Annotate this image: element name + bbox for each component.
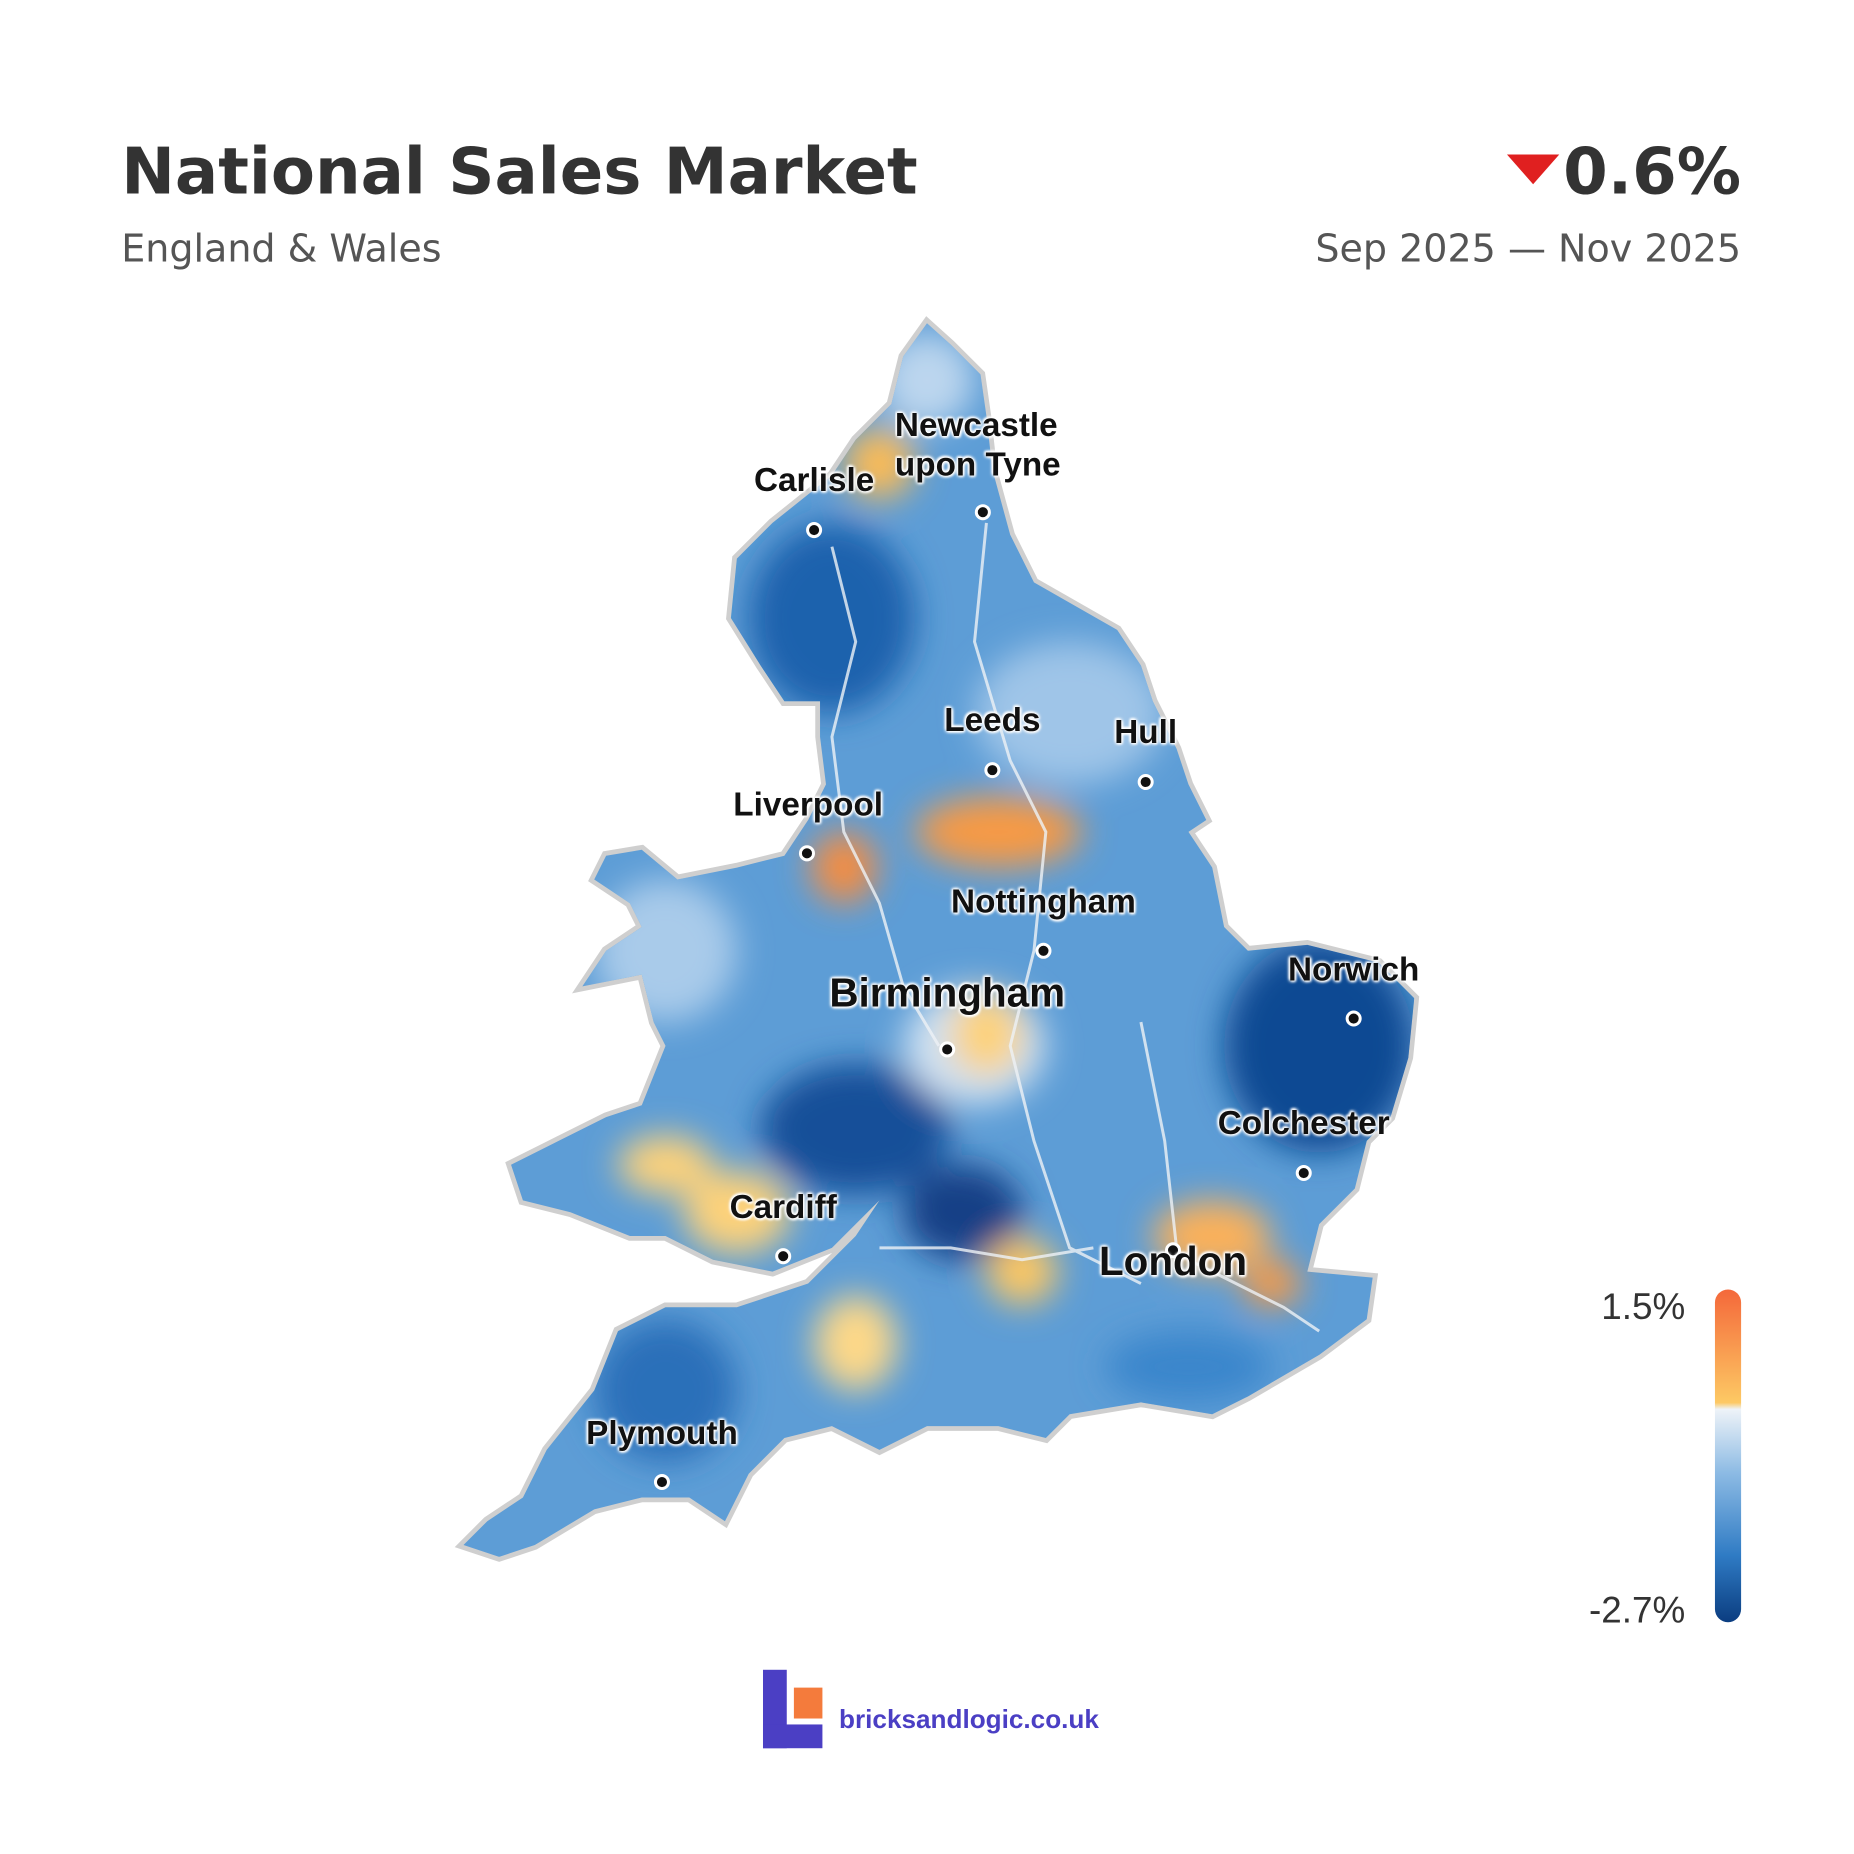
city-dot	[775, 1248, 792, 1265]
city-label: Carlisle	[753, 461, 875, 499]
city-label: Cardiff	[729, 1188, 837, 1226]
city-dot	[984, 762, 1001, 779]
city-label-box: London	[1098, 1239, 1248, 1285]
city-dot	[939, 1041, 956, 1058]
city-label: Colchester	[1217, 1104, 1390, 1142]
city-label-box: Hull	[1114, 713, 1178, 751]
city-label-box: Cardiff	[729, 1188, 837, 1226]
legend-min: -2.7%	[1589, 1589, 1685, 1630]
city-label-box: Plymouth	[586, 1414, 738, 1452]
city-label-box: Colchester	[1217, 1104, 1390, 1142]
period: Sep 2025 — Nov 2025	[1315, 226, 1741, 270]
city-label: Norwich	[1288, 951, 1420, 989]
city-dot	[1345, 1010, 1362, 1027]
logo	[762, 1669, 823, 1749]
city-label-box: Nottingham	[951, 883, 1136, 921]
city-dot	[806, 522, 823, 539]
city-dot	[1295, 1164, 1312, 1182]
city-dot	[1137, 773, 1154, 791]
subtitle: England & Wales	[121, 226, 441, 270]
city-label-box: Norwich	[1288, 951, 1420, 989]
title: National Sales Market	[121, 135, 917, 210]
change-arrow	[1506, 154, 1560, 185]
city-label: Birmingham	[829, 970, 1066, 1016]
city-label-box: Birmingham	[829, 970, 1066, 1016]
city-label: Liverpool	[733, 786, 884, 823]
city-label: Leeds	[944, 701, 1041, 739]
city-dot	[1164, 1242, 1182, 1259]
city-label: Hull	[1114, 713, 1178, 751]
city-dot	[798, 845, 815, 862]
city-label-box: Newcastle upon Tyne	[894, 406, 1061, 483]
brand: bricksandlogic.co.uk	[839, 1704, 1099, 1734]
legend-bar	[1714, 1289, 1742, 1623]
city-label: Nottingham	[951, 883, 1136, 921]
legend-max: 1.5%	[1601, 1286, 1685, 1327]
city-label: Plymouth	[586, 1414, 738, 1452]
city-label-box: Leeds	[944, 701, 1041, 739]
city-label: Newcastle upon Tyne	[894, 406, 1061, 483]
change-value: 0.6%	[1563, 135, 1741, 210]
city-label-box: Carlisle	[753, 461, 875, 499]
city-dot	[653, 1473, 670, 1491]
city-dot	[1035, 942, 1052, 959]
city-dot	[974, 504, 991, 521]
city-label: London	[1098, 1239, 1248, 1285]
city-label-box: Liverpool	[733, 786, 884, 823]
